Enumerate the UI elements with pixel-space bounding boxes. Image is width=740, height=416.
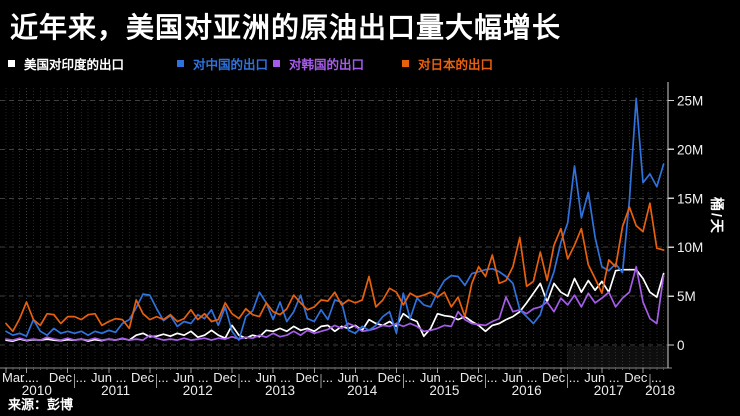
year-label: 2018 bbox=[645, 383, 675, 398]
legend-item-india[interactable]: 美国对印度的出口 bbox=[8, 54, 124, 73]
series-line-1 bbox=[5, 97, 665, 341]
x-tick-label: Dec ... bbox=[295, 370, 333, 385]
x-tick-label: Dec ... bbox=[378, 370, 416, 385]
year-label: 2011 bbox=[101, 383, 130, 398]
line-chart-plot-area[interactable]: 0 5M 10M 15M 20M 25M 桶/天 Mar ...... Dec ... Jun .… bbox=[0, 80, 740, 416]
x-tick-label: Jun ... bbox=[255, 370, 290, 385]
year-label: 2012 bbox=[183, 383, 213, 398]
legend-label-japan: 对日本的出口 bbox=[418, 58, 494, 72]
x-tick-label: Jun ... bbox=[91, 370, 126, 385]
chart-title: 近年来，美国对亚洲的原油出口量大幅增长 bbox=[10, 12, 562, 43]
korea-series-swatch-icon bbox=[273, 60, 280, 67]
legend-item-china[interactable]: 对中国的出口 bbox=[177, 54, 268, 73]
x-tick-label: ... bbox=[21, 370, 32, 385]
y-tick-label: 0 bbox=[677, 338, 685, 353]
year-label: 2015 bbox=[429, 383, 459, 398]
year-label: 2014 bbox=[347, 383, 378, 398]
x-tick-label: Dec ... bbox=[460, 370, 498, 385]
year-label: 2016 bbox=[512, 383, 542, 398]
y-axis-title: 桶/天 bbox=[709, 197, 725, 235]
legend-label-china: 对中国的出口 bbox=[193, 58, 269, 72]
x-tick-label: Jun ... bbox=[420, 370, 455, 385]
x-tick-label: Jun ... bbox=[173, 370, 208, 385]
y-tick-label: 10M bbox=[677, 240, 703, 255]
x-tick-label: Dec ... bbox=[542, 370, 580, 385]
source-credit: 来源：彭博 bbox=[8, 397, 74, 412]
highlight-region bbox=[567, 346, 668, 367]
legend-label-india: 美国对印度的出口 bbox=[24, 58, 125, 72]
x-tick-label: Jun ... bbox=[338, 370, 373, 385]
x-tick-label: Dec ... bbox=[213, 370, 251, 385]
year-label: 2010 bbox=[22, 383, 52, 398]
legend-item-japan[interactable]: 对日本的出口 bbox=[402, 54, 493, 73]
legend: 美国对印度的出口 对中国的出口 对韩国的出口 对日本的出口 bbox=[0, 54, 740, 74]
legend-item-korea[interactable]: 对韩国的出口 bbox=[273, 54, 364, 73]
y-tick-label: 20M bbox=[677, 142, 703, 157]
y-tick-label: 15M bbox=[677, 191, 703, 206]
india-series-swatch-icon bbox=[8, 60, 15, 67]
year-label: 2013 bbox=[265, 383, 295, 398]
y-tick-label: 25M bbox=[677, 94, 703, 109]
year-label: 2017 bbox=[594, 383, 624, 398]
x-tick-label: Mar ... bbox=[2, 370, 39, 385]
x-tick-label: Dec ... bbox=[624, 370, 662, 385]
x-tick-label: Dec ... bbox=[49, 370, 87, 385]
japan-series-swatch-icon bbox=[402, 60, 409, 67]
legend-label-korea: 对韩国的出口 bbox=[289, 58, 365, 72]
series-line-2 bbox=[5, 265, 665, 341]
x-tick-label: Jun ... bbox=[502, 370, 537, 385]
x-tick-label: Jun ... bbox=[584, 370, 619, 385]
y-tick-label: 5M bbox=[677, 289, 696, 304]
china-series-swatch-icon bbox=[177, 60, 184, 67]
x-tick-label: Dec ... bbox=[131, 370, 169, 385]
series-line-3 bbox=[5, 202, 665, 333]
